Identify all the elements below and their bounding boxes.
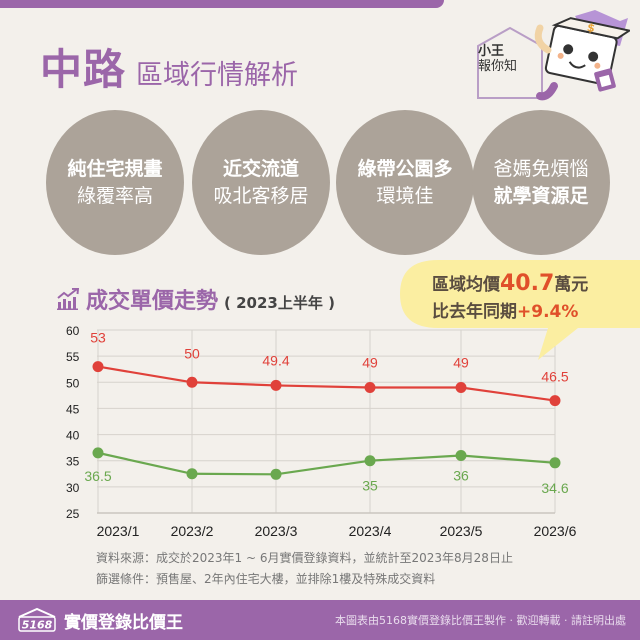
svg-text:49: 49 [362, 355, 378, 371]
brand-name: 實價登錄比價王 [64, 612, 183, 633]
svg-text:36: 36 [453, 467, 469, 483]
chart-title: 成交單價走勢 [86, 289, 219, 314]
svg-text:40: 40 [66, 429, 80, 443]
avg-price-unit: 萬元 [554, 275, 589, 295]
svg-text:5168: 5168 [22, 619, 53, 632]
svg-text:2023/5: 2023/5 [440, 523, 483, 539]
svg-text:35: 35 [66, 455, 80, 469]
yoy-label: 比去年同期 [432, 302, 517, 322]
svg-text:30: 30 [66, 481, 80, 495]
svg-text:46.5: 46.5 [541, 369, 568, 385]
page-title: 中路 區域行情解析 [40, 36, 298, 97]
footer-credit: 本圖表由5168實價登錄比價王製作 · 歡迎轉載 · 請註明出處 [335, 614, 626, 627]
avg-price-label: 區域均價 [432, 275, 500, 295]
chart-notes: 資料來源：成交於2023年1 ~ 6月實價登錄資料，並統計至2023年8月28日… [96, 548, 513, 590]
top-accent-bar [0, 0, 444, 8]
svg-text:55: 55 [66, 350, 80, 364]
svg-text:25: 25 [66, 507, 80, 521]
mascot-caption-line1: 小王 [478, 44, 505, 59]
speech-bubble [400, 260, 640, 360]
trend-chart-icon [57, 288, 80, 310]
feature-circles: 純住宅規畫 綠覆率高 近交流道 吸北客移居 綠帶公園多 環境佳 爸媽免煩惱 就學… [38, 110, 618, 255]
chart-heading: 成交單價走勢 ( 2023上半年 ) [56, 283, 335, 315]
feature-4-headline: 就學資源足 [493, 184, 589, 207]
svg-text:34.6: 34.6 [541, 480, 568, 496]
svg-text:50: 50 [184, 345, 200, 361]
svg-text:49.4: 49.4 [262, 352, 289, 368]
svg-text:49: 49 [453, 355, 469, 371]
region-name: 中路 [40, 45, 127, 94]
svg-text:60: 60 [66, 324, 80, 338]
mascot-caption-line2: 報你知 [478, 59, 518, 74]
svg-text:53: 53 [90, 330, 106, 346]
feature-2-headline: 近交流道 [222, 157, 299, 180]
mascot-illustration-icon: $ [477, 10, 630, 101]
feature-circle-4: 爸媽免煩惱 就學資源足 [472, 110, 610, 255]
average-price-callout: 區域均價40.7萬元 比去年同期+9.4% [432, 270, 588, 326]
svg-text:2023/3: 2023/3 [255, 523, 298, 539]
svg-text:2023/1: 2023/1 [97, 523, 140, 539]
svg-text:2023/6: 2023/6 [534, 523, 577, 539]
svg-text:36.5: 36.5 [84, 468, 111, 484]
svg-text:2023/4: 2023/4 [349, 523, 392, 539]
feature-4-detail: 爸媽免煩惱 [493, 157, 589, 180]
feature-3-headline: 綠帶公園多 [357, 157, 453, 180]
filter-criteria-note: 篩選條件：預售屋、2年內住宅大樓，並排除1樓及特殊成交資料 [96, 572, 436, 586]
footer-bar: 5168 實價登錄比價王 本圖表由5168實價登錄比價王製作 · 歡迎轉載 · … [0, 600, 640, 640]
svg-text:35: 35 [362, 478, 378, 494]
feature-circle-2: 近交流道 吸北客移居 [192, 110, 330, 255]
yoy-value: +9.4% [517, 302, 579, 322]
house-logo-icon: 5168 [18, 607, 56, 632]
svg-text:2023/2: 2023/2 [171, 523, 214, 539]
svg-text:50: 50 [66, 376, 80, 390]
brand-logo: 5168 實價登錄比價王 [16, 607, 183, 633]
chart-period: ( 2023上半年 ) [224, 294, 335, 312]
feature-circle-3: 綠帶公園多 環境佳 [336, 110, 474, 255]
price-trend-line-chart: 25 30 35 40 45 50 55 60 2023/1 2023/2 2023/3 2023/4… [66, 324, 577, 539]
feature-3-detail: 環境佳 [376, 184, 434, 207]
feature-2-detail: 吸北客移居 [213, 184, 309, 207]
svg-text:45: 45 [66, 402, 80, 416]
feature-1-headline: 純住宅規畫 [67, 157, 163, 180]
feature-circle-1: 純住宅規畫 綠覆率高 [46, 110, 184, 255]
data-source-note: 資料來源：成交於2023年1 ~ 6月實價登錄資料，並統計至2023年8月28日… [96, 551, 513, 565]
feature-1-detail: 綠覆率高 [76, 184, 153, 207]
title-subtitle: 區域行情解析 [136, 60, 299, 91]
svg-text:$: $ [586, 21, 596, 35]
mascot-caption: 小王 報你知 [478, 44, 517, 74]
avg-price-value: 40.7 [500, 271, 555, 296]
